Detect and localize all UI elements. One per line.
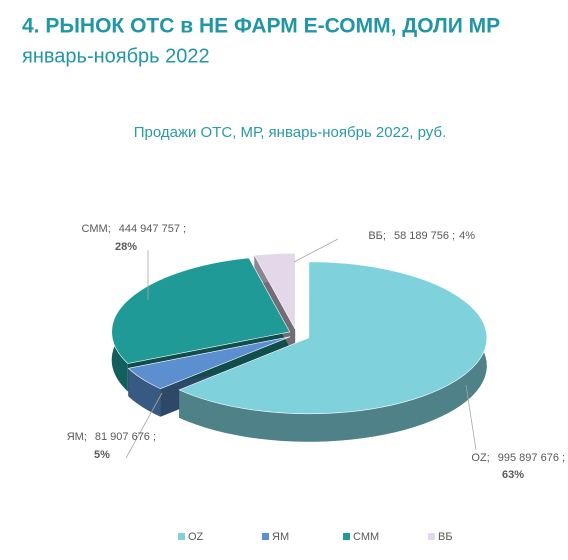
slice-side: [179, 261, 487, 442]
label-part: ;: [108, 223, 111, 235]
legend: OZ ЯМ СММ ВБ: [178, 531, 453, 543]
label-part: ЯМ: [67, 431, 84, 443]
label-part: ;: [487, 452, 490, 464]
data-label: ЯМ; 81 907 676;: [67, 431, 156, 443]
share-label: 63%: [502, 469, 524, 481]
leader-line: [125, 392, 163, 459]
chart-title: Продажи ОТС, МР, январь-ноябрь 2022, руб…: [134, 124, 446, 141]
slice: [178, 261, 488, 415]
legend-label: OZ: [188, 531, 204, 543]
page-title: 4. РЫНОК ОТС в НЕ ФАРМ Е-СОММ, ДОЛИ МР: [22, 15, 500, 38]
slice: [253, 252, 296, 330]
share-label: 28%: [115, 241, 137, 253]
data-labels: OZ; 995 897 676 ;63%ЯМ; 81 907 676 ;5%СММ; 44…: [67, 223, 565, 481]
leader-line: [465, 384, 477, 451]
label-part: OZ: [471, 452, 487, 464]
label-part: ;: [562, 452, 565, 464]
leader-line: [293, 238, 339, 263]
share-label: 5%: [94, 449, 110, 461]
data-label: OZ; 995 897 676;: [471, 452, 565, 464]
slice: [111, 257, 291, 364]
legend-label: ЯМ: [272, 531, 289, 543]
legend-swatch: [262, 533, 269, 540]
label-part: 995 897 676: [498, 452, 559, 464]
label-part: ;: [84, 431, 87, 443]
slice: [127, 336, 291, 390]
legend-swatch: [343, 533, 350, 540]
label-part: ;: [383, 230, 386, 242]
pie-tops: [111, 252, 488, 415]
data-label: СММ; 444 947 757;: [82, 223, 186, 235]
label-part: СММ: [82, 223, 108, 235]
slice-side: [128, 368, 161, 417]
legend-swatch: [178, 533, 185, 540]
label-part: 444 947 757: [119, 223, 180, 235]
legend-label: СММ: [353, 531, 379, 543]
page-subtitle: январь-ноябрь 2022: [22, 45, 210, 67]
label-part: 81 907 676: [95, 431, 150, 443]
data-label: ВБ; 58 189 756; 4%: [368, 230, 475, 242]
share-label: 4%: [459, 230, 475, 242]
label-part: ;: [183, 223, 186, 235]
legend-label: ВБ: [438, 531, 453, 543]
label-part: ВБ: [368, 230, 383, 242]
legend-swatch: [428, 533, 435, 540]
label-part: 58 189 756: [394, 230, 449, 242]
label-part: ;: [452, 230, 455, 242]
label-part: ;: [153, 431, 156, 443]
